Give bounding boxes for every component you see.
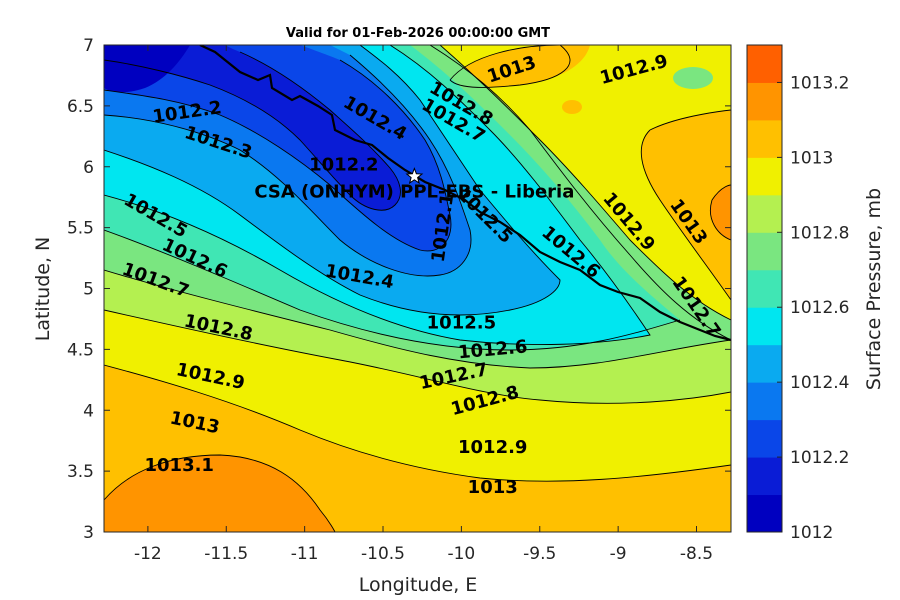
- contour-label: 1012.5: [427, 313, 496, 334]
- y-tick-label: 4.5: [67, 340, 94, 360]
- y-tick-label: 6: [83, 158, 94, 178]
- x-axis: -12 -11.5 -11 -10.5 -10 -9.5 -9 -8.5: [134, 45, 713, 564]
- colorbar-ticks: 1012 1012.2 1012.4 1012.6 1012.8 1013 1013.2: [777, 73, 849, 543]
- y-tick-label: 6.5: [67, 97, 94, 117]
- colorbar-tick-label: 1012.6: [790, 298, 849, 318]
- colorbar-frame: [746, 44, 783, 533]
- y-tick-label: 5: [83, 280, 94, 300]
- x-axis-label: Longitude, E: [359, 574, 478, 596]
- chart-title: Valid for 01-Feb-2026 00:00:00 GMT: [286, 26, 550, 41]
- x-tick-label: -11: [291, 544, 319, 564]
- region-1013-north: [450, 45, 590, 88]
- contour-lines: [104, 45, 731, 532]
- x-tick-label: -12: [134, 544, 162, 564]
- colorbar-label: Surface Pressure, mb: [863, 188, 885, 390]
- y-axis-label: Latitude, N: [32, 237, 54, 342]
- colorbar-band: [747, 82, 782, 121]
- x-tick-label: -10: [447, 544, 475, 564]
- contour-label: 1012.9: [458, 437, 527, 458]
- x-tick-label: -11.5: [204, 544, 248, 564]
- plot-area: [104, 45, 731, 532]
- colorbar-band: [747, 382, 782, 421]
- station-star-icon: [405, 167, 424, 185]
- colorbar-band: [747, 45, 782, 83]
- colorbar-tick-label: 1012.2: [790, 448, 849, 468]
- pocket-1012.7-small: [673, 67, 713, 89]
- colorbar-tick-label: 1013.2: [790, 73, 849, 93]
- y-tick-label: 3.5: [67, 462, 94, 482]
- coastline: [199, 45, 731, 342]
- contour-label: 1013: [468, 477, 518, 498]
- colorbar-band: [747, 307, 782, 346]
- colorbar-band: [747, 232, 782, 271]
- x-tick-label: -9: [610, 544, 627, 564]
- region-1013.1-south: [104, 455, 335, 532]
- colorbar-band: [747, 494, 782, 533]
- x-tick-label: -10.5: [361, 544, 405, 564]
- y-tick-label: 4: [83, 401, 94, 421]
- y-tick-label: 7: [83, 36, 94, 56]
- colorbar-tick-label: 1012.8: [790, 223, 849, 243]
- colorbar-band: [747, 119, 782, 158]
- colorbar-tick-label: 1012.4: [790, 373, 849, 393]
- colorbar-tick-label: 1013: [790, 148, 833, 168]
- region-1012.1-west: [104, 45, 190, 93]
- pocket-1013-small: [562, 100, 582, 114]
- contour-label: 1013.1: [145, 455, 214, 476]
- x-tick-label: -9.5: [523, 544, 556, 564]
- colorbar-band: [747, 419, 782, 458]
- colorbar-tick-label: 1012: [790, 523, 833, 543]
- region-1013-northeast: [641, 110, 731, 300]
- colorbar-band: [747, 269, 782, 308]
- y-tick-label: 3: [83, 523, 94, 543]
- y-tick-label: 5.5: [67, 219, 94, 239]
- region-1013.1-east: [710, 185, 731, 240]
- station-layer: CSA (ONHYM) PPL-EBS - Liberia: [254, 167, 574, 202]
- station-label: CSA (ONHYM) PPL-EBS - Liberia: [254, 181, 574, 202]
- y-axis: 3 3.5 4 4.5 5 5.5 6 6.5 7: [67, 36, 731, 543]
- colorbar-band: [747, 344, 782, 383]
- colorbar-band: [747, 457, 782, 496]
- colorbar-band: [747, 157, 782, 196]
- x-tick-label: -8.5: [680, 544, 713, 564]
- colorbar-band: [747, 194, 782, 233]
- colorbar: [746, 44, 783, 533]
- contour-label: 1012.2: [309, 154, 378, 175]
